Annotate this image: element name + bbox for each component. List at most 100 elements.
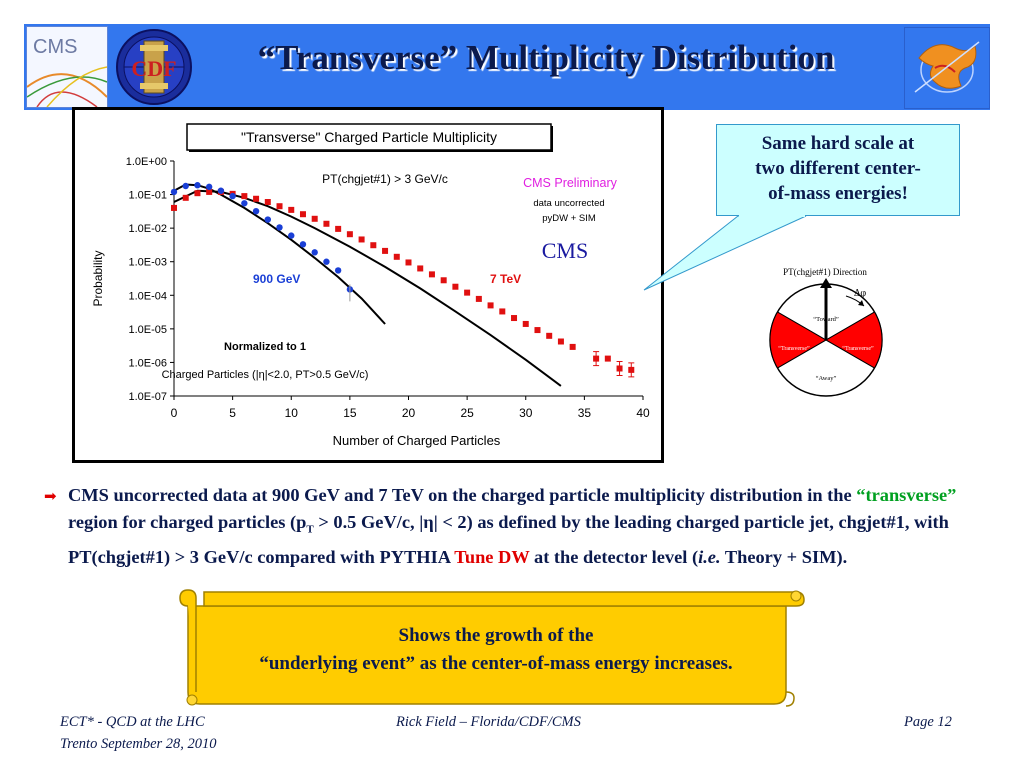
- toward-label: “Toward”: [813, 316, 839, 323]
- data-point-7tev: [499, 308, 506, 315]
- bullet-text: CMS uncorrected data at 900 GeV and 7 Te…: [68, 482, 998, 571]
- x-tick-label: 20: [402, 406, 416, 420]
- y-tick-label: 1.0E-03: [128, 257, 167, 269]
- data-point-7tev: [511, 315, 518, 322]
- data-point-7tev: [182, 194, 189, 201]
- theory-curve: [173, 189, 562, 387]
- x-tick-label: 5: [229, 406, 236, 420]
- data-point-900gev: [229, 192, 236, 200]
- callout-line: two different center-: [755, 158, 921, 179]
- data-point-900gev: [264, 216, 271, 223]
- data-point-7tev: [253, 195, 260, 202]
- scroll-line-2: “underlying event” as the center-of-mass…: [259, 653, 733, 674]
- label-900gev: 900 GeV: [253, 272, 300, 286]
- y-tick-label: 1.0E-05: [128, 324, 167, 336]
- data-point-7tev: [370, 242, 377, 249]
- data-point-7tev: [475, 295, 482, 302]
- data-point-7tev: [569, 343, 576, 350]
- label-7tev: 7 TeV: [490, 272, 521, 286]
- globe-icon: [914, 41, 980, 93]
- data-point-7tev: [440, 277, 447, 284]
- transverse-highlight: “transverse”: [856, 485, 957, 505]
- normalized-label: Normalized to 1: [224, 341, 306, 353]
- pydw-label: pyDW + SIM: [542, 213, 596, 224]
- bullet-part: CMS uncorrected data at 900 GeV and 7 Te…: [68, 485, 857, 505]
- data-point-7tev: [194, 190, 201, 197]
- y-axis-label: Probability: [91, 250, 105, 306]
- transverse-region-left: [769, 311, 828, 369]
- data-point-7tev: [464, 289, 471, 296]
- x-tick-label: 10: [285, 406, 299, 420]
- y-tick-label: 1.0E-06: [128, 357, 167, 369]
- uncorrected-label: data uncorrected: [533, 198, 604, 209]
- data-point-7tev: [335, 225, 342, 232]
- direction-diagram-title: PT(chgjet#1) Direction: [783, 267, 867, 277]
- y-tick-label: 1.0E-04: [128, 290, 167, 302]
- bullet-part: Theory + SIM).: [720, 546, 848, 567]
- data-point-7tev: [557, 338, 564, 345]
- bullet-part: at the detector level (: [529, 546, 699, 567]
- data-point-7tev: [393, 253, 400, 260]
- data-point-7tev: [534, 327, 541, 334]
- data-point-900gev: [205, 183, 213, 191]
- data-point-900gev: [299, 241, 307, 248]
- data-point-7tev: [452, 283, 459, 290]
- bullet-ie: i.e.: [698, 546, 721, 567]
- x-tick-label: 35: [578, 406, 592, 420]
- footer-center: Rick Field – Florida/CDF/CMS: [396, 714, 581, 730]
- cms-label: CMS: [542, 238, 588, 263]
- transverse-region-right: [824, 311, 883, 369]
- y-tick-label: 1.0E-07: [128, 391, 167, 403]
- data-point-900gev: [241, 200, 248, 207]
- x-axis-label: Number of Charged Particles: [333, 433, 501, 448]
- bullet-part: region for charged particles (p: [68, 512, 307, 532]
- data-point-7tev: [288, 206, 295, 213]
- data-point-7tev: [241, 193, 248, 200]
- cms-preliminary-label: CMS Preliminary: [523, 176, 618, 190]
- away-label: “Away”: [816, 375, 837, 382]
- data-point-7tev: [171, 204, 177, 211]
- data-point-7tev: [358, 236, 365, 243]
- data-point-900gev: [217, 187, 225, 194]
- direction-diagram: Δφ “Toward” “Transverse” “Transverse” “A…: [769, 278, 883, 397]
- x-tick-label: 30: [519, 406, 533, 420]
- data-point-7tev: [487, 302, 494, 309]
- x-tick-label: 40: [636, 406, 650, 420]
- data-point-900gev: [334, 267, 342, 274]
- data-point-900gev: [323, 258, 330, 265]
- data-point-7tev: [382, 247, 389, 254]
- data-point-900gev: [252, 207, 260, 215]
- bullet-part: > 0.5 GeV/c, |η| < 2) as defined by the …: [68, 512, 949, 567]
- x-tick-label: 15: [343, 406, 357, 420]
- data-point-7tev: [276, 203, 283, 210]
- chart-title: "Transverse" Charged Particle Multiplici…: [241, 129, 497, 145]
- footer-page-number: Page 12: [904, 714, 952, 730]
- cut-annotation: PT(chgjet#1) > 3 GeV/c: [322, 172, 448, 186]
- data-point-7tev: [546, 332, 553, 339]
- multiplicity-chart: 1.0E+00 1.0E-01 1.0E-02 1.0E-03 1.0E-04 1.0E-…: [91, 123, 650, 448]
- bullet-arrow-icon: ➡: [44, 489, 57, 505]
- y-tick-label: 1.0E-02: [128, 223, 167, 235]
- footer-left-2: Trento September 28, 2010: [60, 736, 217, 752]
- data-point-900gev: [311, 249, 318, 256]
- cdf-logo-text: CDF: [131, 56, 176, 81]
- data-point-7tev: [206, 188, 213, 195]
- y-tick-label: 1.0E-01: [128, 190, 167, 202]
- callout-line: of-mass energies!: [768, 183, 908, 204]
- slide-title: “Transverse” Multiplicity Distribution: [257, 38, 835, 77]
- data-point-900gev: [182, 182, 189, 190]
- data-point-7tev: [299, 211, 306, 218]
- scroll-banner: [179, 589, 805, 707]
- delta-phi-label: Δφ: [854, 288, 866, 299]
- transverse-left-label: “Transverse”: [778, 345, 810, 352]
- data-point-7tev: [604, 355, 611, 362]
- data-point-7tev: [264, 199, 271, 206]
- scroll-line-1: Shows the growth of the: [398, 625, 594, 646]
- data-point-900gev: [170, 188, 178, 196]
- y-tick-label: 1.0E+00: [126, 156, 167, 168]
- charged-particles-label: Charged Particles (|η|<2.0, PT>0.5 GeV/c…: [162, 369, 369, 381]
- cms-logo-graphic: CMS: [27, 27, 107, 107]
- cms-logo: CMS: [26, 26, 108, 108]
- data-point-900gev: [276, 224, 283, 231]
- data-point-7tev: [417, 265, 424, 272]
